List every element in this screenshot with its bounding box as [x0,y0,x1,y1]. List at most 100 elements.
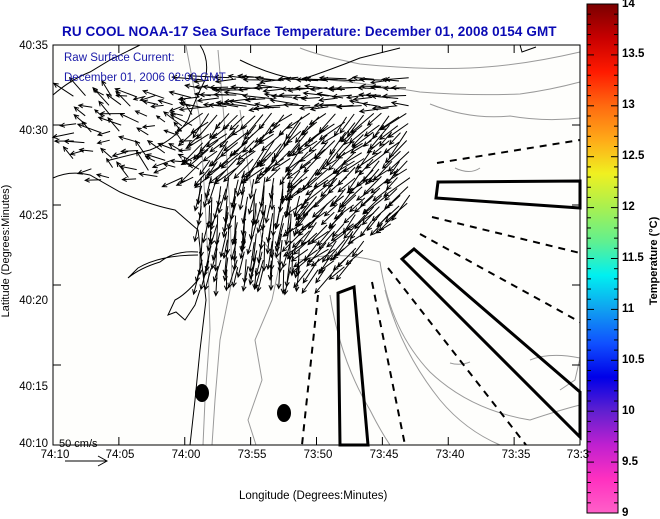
current-vector [365,168,380,186]
colorbar-title: Temperature (°C) [648,216,660,306]
current-vector [243,124,257,141]
current-vector [220,149,245,169]
current-vector [163,129,175,135]
current-vector [368,169,389,183]
current-vector [323,203,338,217]
current-vector [390,85,407,91]
current-vector [384,140,408,164]
x-tick-label: 73:40 [435,449,465,461]
current-vector [222,239,228,260]
current-vector [316,91,344,99]
current-vector [330,223,354,242]
current-vector [157,99,173,106]
current-vector [205,133,228,148]
current-vector [284,221,292,246]
current-vector [321,240,337,263]
current-vector [294,197,309,218]
current-vector [343,204,364,224]
current-vector [256,82,284,89]
current-vector [349,197,366,213]
colorbar-tick-label: 13 [622,99,635,111]
current-vector [335,259,353,281]
current-vector [302,90,329,97]
current-vector [116,161,129,178]
current-vectors [51,73,411,297]
current-vector [320,159,337,170]
x-tick-label: 73:45 [369,449,399,461]
current-vector [382,85,400,91]
current-vector [332,257,347,271]
current-vector [384,188,398,202]
current-vector [343,131,356,146]
current-vector [96,130,111,137]
y-tick-label: 40:35 [19,40,48,52]
current-vector [136,127,149,136]
current-vector [282,102,311,108]
current-vector [177,153,193,162]
current-vector [97,116,122,126]
y-tick-label: 40:20 [19,295,48,307]
current-vector [105,93,122,106]
current-vector [193,213,201,243]
current-vector [146,140,166,154]
current-vector [281,232,302,253]
current-vector [380,112,407,131]
current-vector [361,101,381,108]
current-vector [328,85,362,91]
current-vector [331,223,345,238]
current-vector [286,130,302,144]
current-vector [135,150,149,171]
current-vector [184,83,201,89]
current-vector [222,132,247,152]
annotation-current-label: Raw Surface Current: [64,52,175,64]
current-vector [335,104,362,110]
current-vector [389,161,400,176]
current-vector [227,259,238,289]
current-vector [307,224,328,246]
current-vector [241,93,273,100]
colorbar-tick-label: 11 [622,303,635,315]
current-vector [208,149,230,167]
current-vector [343,214,366,240]
current-vector [215,100,247,107]
current-vector [94,109,104,118]
colorbar-tick-label: 12 [622,201,635,213]
current-vector [283,267,291,296]
current-vector [371,140,390,156]
current-vector [196,176,202,206]
current-vector [300,95,320,101]
current-vector [59,122,77,128]
current-vector [241,266,249,292]
current-vector [217,188,227,214]
x-axis-title: Longitude (Degrees:Minutes) [239,490,388,502]
current-vector [78,147,94,153]
current-vector [362,194,389,215]
current-vector [370,178,389,194]
current-vector [213,266,219,297]
current-vector [270,157,291,172]
current-vector [311,195,337,218]
current-vector [76,168,92,175]
current-vector [329,248,345,262]
current-vector [81,120,92,133]
scale-arrow [65,455,109,467]
current-vector [228,99,256,107]
current-vector [114,87,138,98]
axis-ticks [52,44,581,446]
current-vector [390,100,409,107]
current-vector [269,185,275,211]
current-vector [385,177,398,191]
current-vector [280,269,286,295]
current-vector [256,212,265,234]
current-vector [213,91,237,98]
current-vector [294,266,300,293]
y-tick-label: 40:10 [19,438,48,450]
current-vector [361,206,380,226]
current-vector [318,260,335,272]
current-vector [326,239,346,261]
current-vector [282,223,301,237]
current-vector [151,159,174,169]
current-vector [169,158,184,164]
current-vector [318,97,336,103]
current-vector [260,185,266,216]
